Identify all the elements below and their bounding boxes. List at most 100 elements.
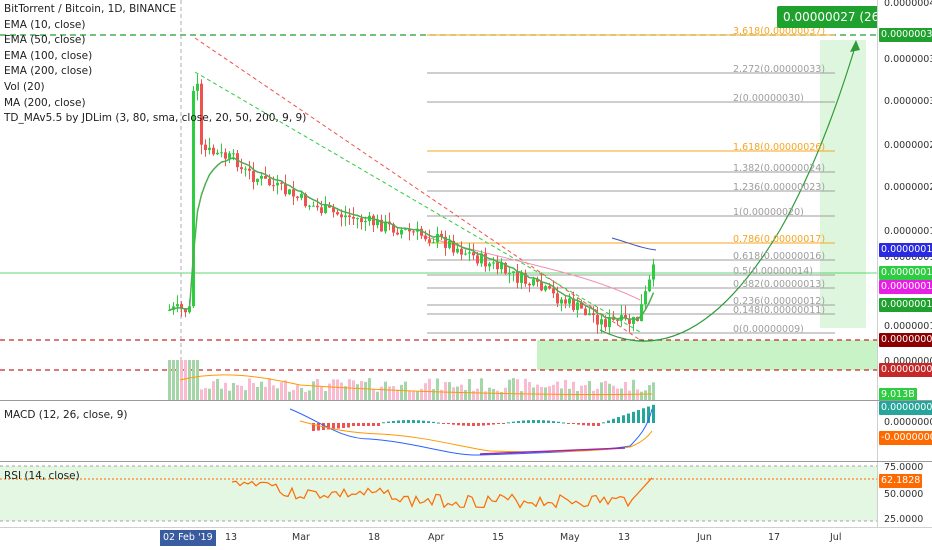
macd-hist-bar	[452, 423, 455, 425]
price-badge: 0.00000006	[879, 363, 932, 377]
volume-bar	[628, 390, 631, 400]
fib-label: 1.618(0.00000026)	[733, 142, 826, 153]
macd-hist-bar	[442, 423, 445, 424]
volume-bar	[528, 382, 531, 400]
macd-pane[interactable]: MACD (12, 26, close, 9)	[0, 401, 877, 461]
macd-hist-bar	[412, 420, 415, 423]
rsi-axis[interactable]: 75.0000 62.1828 50.0000 25.0000	[877, 462, 932, 527]
macd-hist-bar	[487, 423, 490, 426]
candle-body	[556, 293, 559, 304]
volume-bar	[588, 380, 591, 400]
volume-bar	[428, 378, 431, 400]
candle-body	[648, 279, 651, 292]
candle-body	[304, 193, 307, 207]
candle-body	[364, 221, 367, 223]
macd-hist-bar	[502, 423, 505, 424]
volume-bar	[168, 360, 171, 400]
candle-body	[640, 304, 643, 322]
candle-body	[168, 309, 171, 311]
candle-body	[628, 318, 631, 324]
price-pane[interactable]: BitTorrent / Bitcoin, 1D, BINANCE EMA (1…	[0, 0, 877, 400]
candle-body	[412, 231, 415, 233]
volume-bar	[220, 388, 223, 400]
pane-separator-2[interactable]	[0, 461, 932, 462]
candle-body	[440, 233, 443, 237]
legend-td-ma[interactable]: TD_MAv5.5 by JDLim (3, 80, sma, close, 2…	[4, 112, 307, 125]
candle-body	[524, 273, 527, 284]
macd-hist-bar	[557, 421, 560, 423]
macd-hist-bar	[642, 408, 645, 423]
macd-hist-bar	[362, 423, 365, 426]
macd-hist-bar	[627, 413, 630, 423]
candle-body	[284, 183, 287, 195]
legend-ema-50[interactable]: EMA (50, close)	[4, 34, 86, 47]
candle-body	[328, 205, 331, 208]
volume-ma-line	[179, 374, 653, 396]
candle-body	[204, 144, 207, 151]
x-label-jul: Jul	[830, 532, 842, 543]
candle-body	[492, 262, 495, 264]
volume-bar	[324, 391, 327, 400]
x-label-mar: Mar	[292, 532, 310, 543]
legend-symbol[interactable]: BitTorrent / Bitcoin, 1D, BINANCE	[4, 3, 177, 15]
macd-title[interactable]: MACD (12, 26, close, 9)	[4, 409, 128, 421]
candle-body	[552, 288, 555, 294]
candle-body	[420, 228, 423, 236]
candle-body	[368, 215, 371, 222]
candle-body	[568, 298, 571, 304]
candle-body	[376, 219, 379, 226]
candle-body	[252, 170, 255, 182]
price-tick: 0.00000007	[884, 356, 932, 367]
pane-separator-1[interactable]	[0, 400, 932, 401]
price-tick: 0.00000027	[884, 140, 932, 151]
x-label-17: 17	[768, 532, 781, 543]
candle-body	[604, 319, 607, 328]
price-badge: 0.00000037	[879, 28, 932, 42]
candle-body	[400, 229, 403, 235]
candle-body	[276, 182, 279, 186]
target-zone	[820, 40, 866, 328]
price-chart	[0, 0, 877, 400]
price-badge: 9.013B	[879, 388, 917, 400]
fib-label: 1(0.00000020)	[733, 207, 804, 218]
candle-body	[184, 308, 187, 313]
price-badge: 0.00000009	[879, 333, 932, 347]
macd-hist-bar	[497, 423, 500, 424]
macd-histogram	[312, 404, 655, 431]
macd-hist-bar	[542, 420, 545, 423]
price-axis[interactable]: 0.00000040 0.00000035 0.00000031 0.00000027…	[877, 0, 932, 400]
macd-hist-bar	[492, 423, 495, 425]
candle-body	[428, 239, 431, 243]
macd-hist-bar	[552, 421, 555, 423]
volume-bar	[308, 390, 311, 400]
volume-bar	[196, 360, 199, 400]
macd-hist-bar	[462, 423, 465, 426]
legend-ema-10[interactable]: EMA (10, close)	[4, 18, 86, 31]
volume-bar	[412, 391, 415, 400]
time-axis[interactable]	[0, 528, 932, 550]
legend-ma-200[interactable]: MA (200, close)	[4, 96, 86, 109]
fib-label: 3.618(0.00000037)	[733, 26, 826, 37]
volume-bar	[484, 391, 487, 400]
macd-hist-bar	[317, 423, 320, 431]
legend-ema-100[interactable]: EMA (100, close)	[4, 49, 93, 62]
macd-chart	[289, 404, 655, 456]
macd-hist-bar	[562, 422, 565, 424]
candle-body	[356, 218, 359, 220]
legend-ema-200[interactable]: EMA (200, close)	[4, 65, 93, 78]
legend-vol[interactable]: Vol (20)	[4, 80, 45, 93]
volume-bar	[240, 385, 243, 400]
candle-body	[308, 205, 311, 207]
rsi-title[interactable]: RSI (14, close)	[4, 470, 80, 482]
candle-body	[516, 271, 519, 283]
volume-bar	[456, 386, 459, 400]
projection-arrowhead	[850, 40, 860, 52]
candle-body	[652, 264, 655, 280]
candle-body	[500, 263, 503, 270]
candle-body	[340, 214, 343, 218]
macd-hist-bar	[447, 423, 450, 425]
candle-body	[292, 189, 295, 197]
rsi-pane[interactable]: RSI (14, close)	[0, 462, 877, 527]
